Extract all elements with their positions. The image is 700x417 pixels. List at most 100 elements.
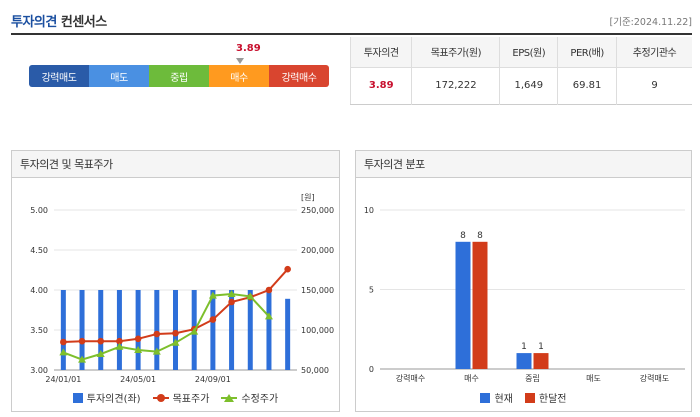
price-line (62, 292, 270, 361)
x-category-label: 매도 (586, 374, 601, 383)
right-axis-unit: [원] (301, 193, 315, 202)
price-point (115, 342, 124, 350)
section-title: 투자의견 컨센서스 (11, 11, 107, 30)
x-category-label: 중립 (525, 374, 540, 383)
opinion-bar (266, 290, 272, 370)
y-left-tick: 4.50 (30, 246, 48, 255)
price-point (78, 355, 87, 363)
chart2-legend: 현재 한달전 (356, 390, 691, 405)
chart1-legend: 투자의견(좌) 목표주가 수정주가 (12, 390, 339, 405)
legend-line-dot-icon (152, 393, 169, 403)
gauge-marker-icon (236, 58, 244, 64)
distribution-bar (472, 241, 488, 369)
cell-target-price: 172,222 (411, 67, 501, 104)
bar-data-label: 1 (538, 342, 544, 352)
gauge-seg-strong-buy: 강력매수 (269, 65, 329, 87)
table-row: 3.89 172,222 1,649 69.81 9 (350, 67, 693, 104)
price-point (208, 291, 217, 299)
target-price-point (116, 337, 123, 345)
col-per: PER(배) (557, 37, 617, 68)
legend-label-current: 현재 (494, 394, 513, 405)
price-point (96, 350, 105, 357)
y-left-tick: 5.00 (30, 206, 48, 215)
target-price-point (60, 338, 67, 346)
consensus-table: 투자의견 목표주가(원) EPS(원) PER(배) 추정기관수 3.89 17… (350, 37, 692, 105)
title-main: 투자의견 (11, 15, 57, 30)
x-tick-label: 24/05/01 (120, 375, 156, 384)
price-point (227, 290, 236, 297)
opinion-distribution-chart: 10 5 0 강력매수 8 8 매수 1 1 중립 매도 강력매도 (364, 206, 685, 383)
legend-label-target: 목표주가 (172, 394, 210, 405)
consensus-header: 투자의견 컨센서스 [기준:2024.11.22] (11, 9, 692, 35)
distribution-bar (516, 353, 532, 369)
col-target-price: 목표주가(원) (411, 37, 501, 68)
price-point (246, 292, 255, 300)
y-tick: 0 (369, 365, 374, 374)
legend-item-current: 현재 (480, 390, 513, 405)
opinion-bar (60, 290, 66, 370)
y-tick: 10 (364, 206, 374, 215)
target-price-point (153, 330, 161, 338)
legend-label-month-ago: 한달전 (538, 394, 567, 405)
gauge-seg-buy: 매수 (209, 65, 269, 87)
target-price-point (134, 335, 142, 343)
bar-data-label: 8 (460, 231, 466, 241)
y-right-tick: 200,000 (301, 246, 334, 255)
target-price-point (78, 337, 86, 345)
gauge-seg-neutral: 중립 (149, 65, 209, 87)
legend-item-month-ago: 한달전 (524, 390, 567, 405)
cell-institutions: 9 (651, 80, 658, 91)
y-tick: 5 (369, 286, 374, 295)
opinion-target-chart: [원] 5.00 4.50 4.00 3.50 3.00 250,000 200,000 150… (30, 193, 334, 384)
price-point (134, 346, 143, 353)
x-tick-label: 24/09/01 (195, 375, 231, 384)
panel-title-right: 투자의견 분포 (356, 151, 691, 178)
opinion-bar (210, 290, 216, 370)
y-right-tick: 250,000 (301, 206, 334, 215)
opinion-gauge: 3.89 강력매도 매도 중립 매수 강력매수 (11, 37, 350, 104)
opinion-bar (135, 290, 141, 370)
gauge-seg-strong-sell: 강력매도 (29, 65, 89, 87)
cell-per: 69.81 (557, 67, 617, 104)
opinion-distribution-panel: 투자의견 분포 10 5 0 강력매수 8 8 매수 1 1 중립 매도 강력매도 현재 한달전 (355, 150, 692, 412)
cell-opinion: 3.89 (350, 67, 413, 104)
x-category-label: 강력매수 (396, 373, 425, 383)
opinion-bar (229, 290, 235, 370)
price-point (171, 338, 180, 346)
price-point (59, 348, 68, 356)
legend-item-opinion: 투자의견(좌) (72, 390, 141, 405)
price-point (190, 327, 199, 335)
target-price-point (97, 337, 105, 345)
legend-label-price: 수정주가 (241, 394, 279, 405)
gauge-seg-sell: 매도 (89, 65, 149, 87)
target-price-point (265, 286, 273, 294)
target-price-point (284, 265, 291, 273)
opinion-bar (116, 290, 122, 370)
cell-eps: 1,649 (499, 67, 559, 104)
price-point (264, 312, 273, 320)
bar-data-label: 1 (521, 342, 527, 352)
opinion-bar (285, 298, 291, 370)
distribution-bar (533, 353, 549, 369)
y-left-tick: 3.00 (30, 366, 48, 375)
gauge-bar: 강력매도 매도 중립 매수 강력매수 (29, 65, 329, 87)
legend-label-opinion: 투자의견(좌) (86, 394, 141, 405)
x-category-label: 강력매도 (640, 373, 669, 383)
col-opinion: 투자의견 (350, 37, 413, 68)
y-right-tick: 100,000 (301, 326, 334, 335)
bar-data-label: 8 (477, 231, 483, 241)
opinion-bar (154, 290, 160, 370)
legend-swatch-month-ago-icon (524, 392, 535, 403)
col-institutions: 추정기관수 (616, 37, 692, 68)
opinion-bar (247, 290, 253, 370)
opinion-bar (79, 290, 85, 370)
base-date: [기준:2024.11.22] (609, 17, 693, 28)
y-left-tick: 3.50 (30, 326, 48, 335)
opinion-target-panel: 투자의견 및 목표주가 [원] 5.00 4.50 4.00 3.50 3.00 250,0… (11, 150, 340, 412)
legend-swatch-bar-icon (72, 392, 83, 403)
opinion-bar (98, 290, 104, 370)
target-price-point (172, 329, 179, 337)
price-point (152, 347, 161, 355)
x-category-label: 매수 (464, 374, 479, 383)
legend-item-price: 수정주가 (221, 390, 278, 405)
